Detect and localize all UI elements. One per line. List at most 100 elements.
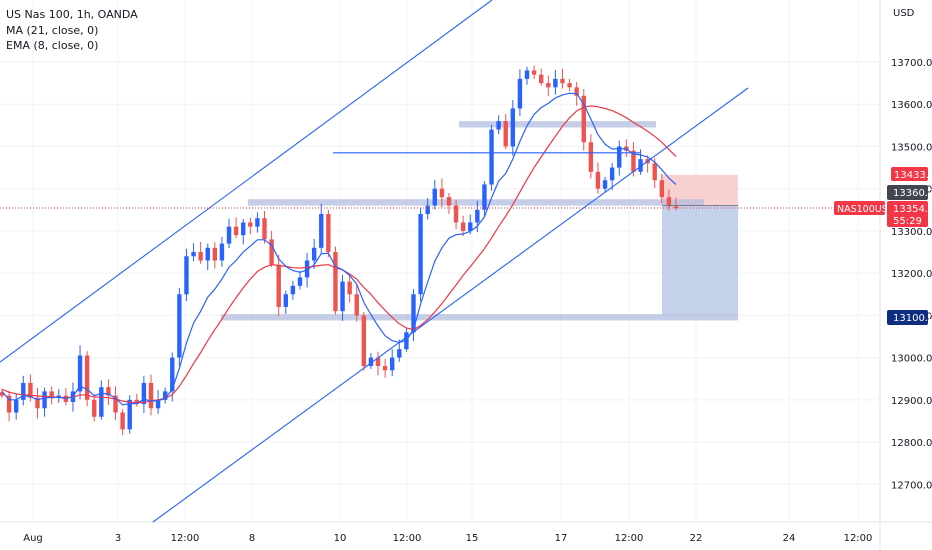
last-price-label: 13354.2 [893,204,932,215]
symbol-legend[interactable]: US Nas 100, 1h, OANDA [6,8,138,21]
time-tick-label: 3 [115,533,121,544]
stop-price-tag [887,310,928,325]
time-tick-label: 22 [690,533,703,544]
candle-body [574,87,579,96]
candle-body [411,294,416,333]
symbol-tag [834,201,885,215]
candle-body [6,395,12,413]
time-axis[interactable]: Aug 3 12:00 8 10 12:00 15 17 12:00 22 24 12:00 [23,533,872,544]
candle-body [524,70,530,79]
last-price-tag [887,201,928,227]
candle-body [326,214,331,253]
candle-body [92,399,97,417]
candle-body [226,226,232,244]
candle-body [531,70,537,75]
candle-body [290,285,296,295]
candle-body [184,256,189,295]
candle-body [134,399,139,405]
candle-body [35,397,40,409]
candle-body [595,171,601,189]
ascending-channel-upper[interactable] [0,0,493,363]
ma-line [1,105,677,404]
candle-body [432,188,437,206]
candle-body [28,382,33,398]
candle-body [496,121,501,130]
price-tick-label: 12700.0 [891,480,932,491]
candle-body [269,239,274,265]
candle-body [162,391,168,400]
target-price-label: 13433.0 [894,170,932,181]
candle-body [347,281,352,295]
candle-body [418,214,423,295]
candle-body [255,218,260,227]
candlestick-series [0,65,679,436]
candle-body [468,222,473,231]
candle-body [311,247,317,261]
candle-body [581,95,586,143]
ma-legend[interactable]: MA (21, close, 0) [6,23,99,37]
ema-legend[interactable]: EMA (8, close, 0) [6,39,99,52]
short-target-zone[interactable] [662,205,738,316]
ascending-channel-lower[interactable] [152,87,749,523]
candle-body [241,222,246,236]
price-tags: 13433.0 13360.2 NAS100USD 13354.2 55:29 … [834,167,932,325]
candle-body [42,391,47,409]
price-tick-label: 13000.0 [891,354,932,365]
candle-body [170,357,175,392]
candle-body [475,209,480,223]
stop-price-label: 13100.0 [893,313,932,324]
candle-body [191,252,196,257]
zone-top[interactable] [459,121,656,128]
candle-body [248,222,253,227]
price-tick-label: 13600.0 [891,100,932,111]
candle-body [177,294,182,358]
candle-body [354,294,359,316]
candle-body [77,355,83,392]
candle-body [510,108,516,147]
time-tick-label: 24 [783,533,796,544]
candle-body [489,129,494,185]
price-axis-bg [880,0,932,550]
candle-body [283,294,288,307]
candle-body [333,252,338,312]
candle-body [482,184,487,210]
candle-body [638,159,643,172]
candle-body [539,74,544,84]
price-tick-label: 13700.0 [891,58,932,69]
candle-body [198,252,203,261]
candle-body [602,180,608,189]
candle-body [666,197,672,207]
time-tick-label: 12:00 [844,533,873,544]
candle-body [617,146,622,168]
time-tick-label: 17 [555,533,568,544]
zone-bottom[interactable] [221,314,738,321]
candle-body [127,399,132,430]
candle-body [631,150,636,172]
candle-body [56,395,61,398]
zone-middle[interactable] [248,199,704,206]
candle-body [390,357,395,371]
candle-body [361,315,367,367]
candle-body [425,205,430,215]
indicator-lines [1,92,677,406]
price-tick-label: 12800.0 [891,438,932,449]
candle-body [517,78,523,109]
candle-body [106,387,111,396]
time-tick-label: 10 [334,533,347,544]
candle-body [304,260,310,278]
candle-body [13,399,19,413]
price-tick-label: 12900.0 [891,396,932,407]
chart-legend: US Nas 100, 1h, OANDA MA (21, close, 0) … [6,7,138,54]
candle-body [212,247,218,261]
candle-body [148,382,154,409]
candle-body [659,180,665,198]
candle-body [460,222,466,231]
candle-body [120,412,125,430]
candle-body [340,281,345,312]
candle-body [141,382,147,405]
price-tick-label: 13500.0 [891,142,932,153]
time-tick-label: Aug [23,533,43,544]
candle-body [673,206,679,209]
candle-body [99,387,104,417]
